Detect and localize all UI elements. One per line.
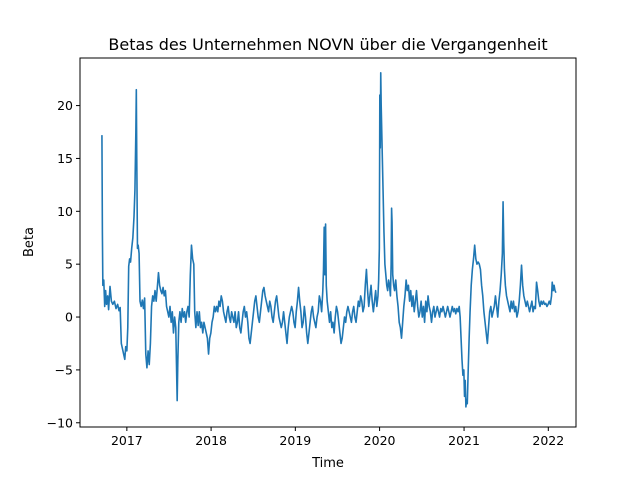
y-axis-ticks: −10 −5 0 5 10 15 20: [47, 98, 80, 430]
x-tick-label: 2017: [111, 433, 143, 448]
series-layer: [101, 72, 557, 408]
x-tick-label: 2019: [279, 433, 311, 448]
y-tick-label: −10: [47, 415, 73, 430]
plot-area: [80, 58, 576, 427]
y-tick-label: 10: [57, 204, 73, 219]
x-axis-ticks: 2017 2018 2019 2020 2021 2022: [111, 427, 564, 448]
chart-title: Betas des Unternehmen NOVN über die Verg…: [108, 35, 547, 54]
x-tick-label: 2022: [532, 433, 564, 448]
x-tick-label: 2018: [195, 433, 227, 448]
beta-series-line: [101, 72, 557, 408]
x-axis-label: Time: [311, 456, 344, 471]
y-tick-label: −5: [55, 362, 73, 377]
y-tick-label: 0: [65, 310, 73, 325]
y-tick-label: 15: [57, 151, 73, 166]
y-axis-label: Beta: [22, 227, 37, 257]
plot-frame: [79, 57, 577, 428]
y-tick-label: 20: [57, 98, 73, 113]
x-tick-label: 2021: [448, 433, 480, 448]
y-tick-label: 5: [65, 257, 73, 272]
x-tick-label: 2020: [364, 433, 396, 448]
